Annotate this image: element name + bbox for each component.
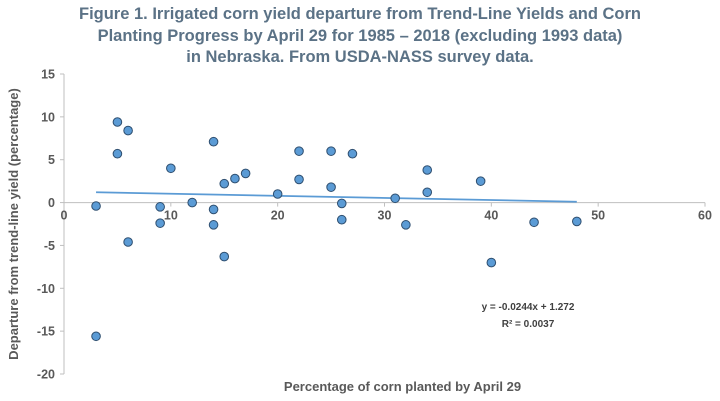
data-point <box>112 117 123 127</box>
data-point <box>475 176 486 186</box>
x-tick-label: 60 <box>698 209 712 223</box>
chart-title-line-3: in Nebraska. From USDA-NASS survey data. <box>186 48 534 66</box>
data-point <box>422 187 433 198</box>
y-tick-label: 5 <box>48 153 55 167</box>
y-tick-label: -15 <box>37 325 55 339</box>
y-tick-label: -5 <box>44 239 55 253</box>
data-point <box>572 216 582 227</box>
x-tick-label: 50 <box>591 209 605 223</box>
data-point <box>294 146 304 156</box>
data-point <box>486 257 497 268</box>
x-tick-label: 20 <box>271 209 285 223</box>
x-tick-label: 30 <box>378 209 392 223</box>
y-tick-label: 15 <box>41 68 55 82</box>
data-point <box>294 174 304 185</box>
data-point <box>336 198 347 209</box>
y-tick-label: -10 <box>37 282 55 296</box>
data-point <box>155 218 165 228</box>
data-point <box>123 237 133 247</box>
data-point <box>326 182 336 192</box>
x-tick-label: 0 <box>61 209 68 223</box>
y-axis-title: Departure from trend-line yield (percent… <box>6 88 21 360</box>
r-squared-label: R² = 0.0037 <box>502 319 555 330</box>
data-point <box>208 136 219 147</box>
data-point <box>208 204 219 215</box>
axes <box>60 73 706 375</box>
data-point <box>166 163 176 174</box>
data-point <box>422 165 433 175</box>
y-tick-label: -20 <box>37 368 55 382</box>
data-point <box>347 148 358 159</box>
y-tick-label: 0 <box>48 196 55 210</box>
data-point <box>230 173 240 184</box>
data-point <box>272 189 283 199</box>
chart-title: Figure 1. Irrigated corn yield departure… <box>0 4 720 69</box>
data-point <box>219 251 230 262</box>
data-points <box>91 117 582 342</box>
x-axis-title: Percentage of corn planted by April 29 <box>284 379 521 394</box>
data-point <box>219 178 230 189</box>
trendline-equation: y = -0.0244x + 1.272 <box>482 302 575 313</box>
data-point <box>240 168 251 179</box>
data-point <box>155 202 165 212</box>
y-tick-label: 10 <box>41 110 55 124</box>
trendline <box>96 191 577 203</box>
data-point <box>336 214 347 225</box>
x-tick-label: 10 <box>164 209 178 223</box>
chart-title-line-1: Figure 1. Irrigated corn yield departure… <box>78 5 642 23</box>
data-point <box>208 220 219 230</box>
data-point <box>529 217 539 228</box>
data-point <box>112 148 123 159</box>
data-point <box>123 125 133 136</box>
data-point <box>91 201 101 211</box>
data-point <box>401 220 411 230</box>
data-point <box>91 331 101 342</box>
x-tick-label: 40 <box>484 209 498 223</box>
data-point <box>390 193 400 204</box>
chart-title-line-2: Planting Progress by April 29 for 1985 –… <box>97 26 623 45</box>
data-point <box>187 197 197 208</box>
data-point <box>326 146 336 156</box>
